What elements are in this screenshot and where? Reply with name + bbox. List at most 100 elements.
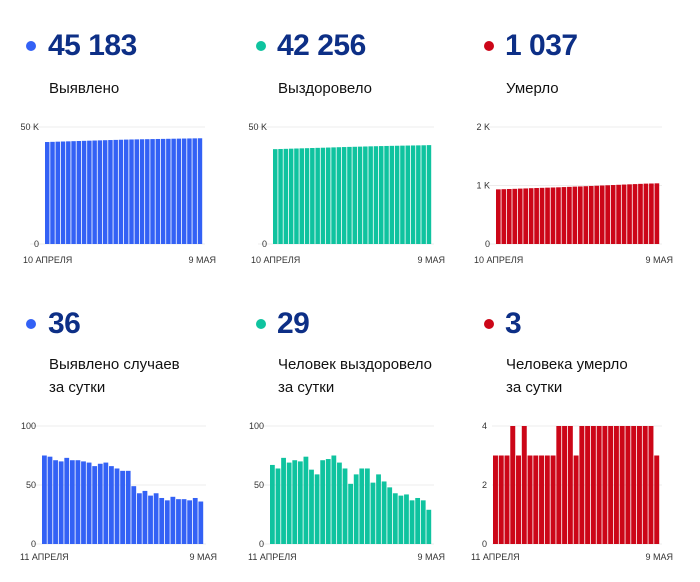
panel-total-recovered: 42 256 Выздоровело: [230, 0, 460, 270]
bar: [534, 188, 539, 244]
bar: [602, 426, 608, 544]
bar: [320, 147, 326, 244]
bar: [134, 139, 139, 244]
bar: [310, 148, 315, 244]
bar: [381, 481, 387, 544]
bar: [363, 146, 368, 244]
bar: [596, 426, 602, 544]
bar: [643, 183, 649, 244]
bar: [64, 457, 70, 544]
bar: [389, 145, 395, 244]
bar: [398, 495, 404, 544]
bar: [315, 147, 320, 244]
bar: [299, 148, 304, 244]
bar: [379, 146, 384, 244]
y-tick-label: 100: [21, 421, 36, 431]
daily-deaths-label-line1: Человека умерло: [506, 356, 628, 373]
bar: [506, 189, 512, 244]
chart-cases-cumulative: 0 50 K 10 АПРЕЛЯ 9 МАЯ: [20, 122, 216, 265]
bar: [539, 455, 545, 544]
blue-dot-icon: [26, 41, 36, 51]
bar: [583, 186, 589, 244]
bar: [405, 145, 410, 244]
bar: [594, 185, 600, 244]
bar: [278, 148, 283, 244]
total-deaths-label: Умерло: [506, 80, 559, 97]
y-tick-label: 0: [31, 539, 36, 549]
daily-cases-label-line2: за сутки: [49, 379, 106, 396]
panel-daily-deaths: 3 Человека умерло за сутки: [460, 290, 690, 582]
bar: [426, 509, 432, 544]
bar: [636, 426, 642, 544]
bar: [426, 145, 432, 244]
bar: [517, 188, 523, 244]
y-tick-label: 100: [249, 421, 264, 431]
bar: [533, 455, 539, 544]
bar: [605, 185, 610, 244]
bar: [353, 474, 359, 544]
bar: [544, 455, 550, 544]
bar: [523, 188, 528, 244]
chart-deaths-cumulative: 0 1 K 2 K 10 АПРЕЛЯ 9 МАЯ: [474, 122, 673, 265]
y-tick-label: 0: [485, 239, 490, 249]
bar: [171, 138, 176, 244]
bar: [92, 140, 97, 244]
x-end-label: 9 МАЯ: [417, 255, 445, 265]
bar: [561, 187, 567, 244]
bar: [292, 460, 298, 544]
bar: [642, 426, 648, 544]
bar: [550, 187, 556, 244]
daily-recovered-label-line2: за сутки: [278, 379, 335, 396]
y-tick-label: 1 K: [476, 181, 490, 191]
y-tick-label: 2 K: [476, 122, 490, 132]
total-deaths-value: 1 037: [505, 29, 578, 62]
bar: [55, 141, 60, 244]
bar: [125, 470, 131, 544]
panel-daily-recovered: 29 Человек выздоровело за сутки: [230, 290, 460, 582]
bar: [331, 455, 337, 544]
bar: [86, 462, 92, 544]
daily-cases-value: 36: [48, 307, 81, 340]
bar: [270, 464, 275, 544]
bar: [326, 147, 331, 244]
bar: [588, 185, 594, 244]
bar: [150, 139, 155, 244]
bar: [364, 468, 370, 544]
bar: [187, 138, 192, 244]
bar: [496, 189, 501, 244]
bar: [359, 468, 365, 544]
bar: [528, 188, 534, 244]
bar: [648, 426, 654, 544]
bar: [66, 141, 71, 244]
bar: [539, 187, 545, 244]
bar: [590, 426, 596, 544]
x-start-label: 10 АПРЕЛЯ: [23, 255, 72, 265]
bar: [81, 461, 86, 544]
bar: [337, 462, 342, 544]
blue-dot-icon: [26, 319, 36, 329]
bar: [103, 462, 109, 544]
bar: [47, 456, 53, 544]
bar: [616, 184, 621, 244]
bar: [198, 501, 204, 544]
bar: [654, 455, 660, 544]
chart-cases-daily: 0 50 100 11 АПРЕЛЯ 9 МАЯ: [20, 421, 217, 562]
bar: [545, 187, 550, 244]
bar: [638, 183, 643, 244]
bar: [621, 184, 627, 244]
bar: [187, 500, 193, 544]
bar: [416, 145, 421, 244]
bar: [45, 142, 50, 244]
daily-recovered-label-line1: Человек выздоровело: [278, 356, 432, 373]
bar: [579, 426, 585, 544]
bar: [320, 460, 326, 544]
bar: [610, 185, 616, 244]
bar: [501, 189, 507, 244]
bar: [102, 140, 108, 244]
bar: [498, 455, 504, 544]
panel-total-deaths: 1 037 Умерло: [460, 0, 690, 270]
bar: [357, 146, 363, 244]
bar: [145, 139, 150, 244]
green-dot-icon: [256, 41, 266, 51]
bar: [493, 455, 498, 544]
